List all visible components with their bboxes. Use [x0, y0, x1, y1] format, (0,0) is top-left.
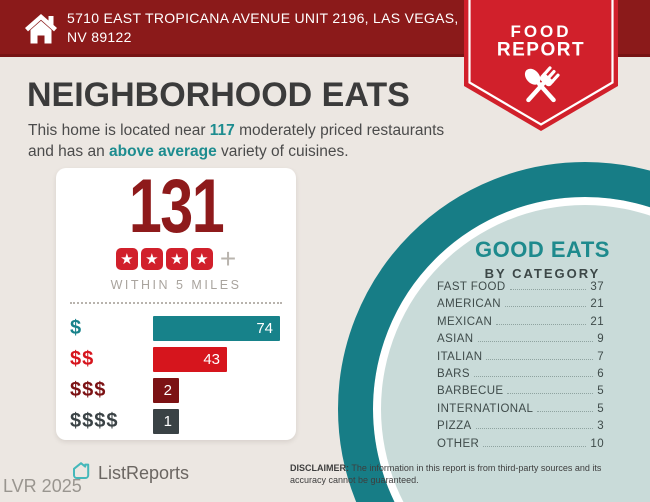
bar-value: 74 [256, 320, 273, 337]
category-value: 21 [590, 298, 604, 311]
category-row: ITALIAN 7 [437, 351, 604, 368]
variety-highlight: above average [109, 143, 217, 160]
price-bar-row: $$ 43 [70, 347, 296, 372]
badge-line2: REPORT [497, 40, 585, 61]
category-value: 5 [597, 402, 604, 415]
category-row: MEXICAN 21 [437, 316, 604, 333]
disclaimer-text: The information in this report is from t… [290, 463, 602, 485]
category-row: BARS 6 [437, 368, 604, 385]
dotted-leader [483, 445, 587, 447]
dotted-leader [477, 341, 594, 343]
dotted-leader [486, 358, 594, 360]
dotted-leader [475, 428, 594, 430]
category-value: 9 [597, 333, 604, 346]
dotted-leader [473, 375, 594, 377]
price-tier-label: $ [70, 317, 83, 339]
category-label: FAST FOOD [437, 281, 506, 293]
category-label: PIZZA [437, 420, 472, 433]
disclaimer-label: DISCLAIMER: [290, 463, 349, 473]
stats-card: 131 ★ ★ ★ ★ + WITHIN 5 MILES $ 74 $$ 43 … [56, 168, 296, 440]
price-bar: 1 [153, 409, 179, 434]
page-title: NEIGHBORHOOD EATS [27, 76, 410, 114]
food-report-badge: FOOD REPORT [464, 0, 618, 134]
star-icon: ★ [190, 248, 213, 270]
home-icon [24, 12, 58, 51]
price-bar-row: $$$$ 1 [70, 409, 296, 434]
category-label: ITALIAN [437, 350, 483, 363]
summary-part2: moderately priced restaurants and has an [28, 122, 445, 160]
category-label: ASIAN [437, 333, 474, 346]
summary-text: This home is located near 117 moderately… [28, 120, 473, 162]
category-list: FAST FOOD 37 AMERICAN 21 MEXICAN 21 ASIAN 9 … [437, 281, 604, 455]
dotted-leader [509, 289, 587, 290]
good-eats-title: GOOD EATS [475, 237, 610, 262]
category-value: 7 [597, 350, 604, 363]
category-value: 3 [597, 420, 604, 433]
price-tier-label: $$$$ [70, 410, 119, 432]
disclaimer: DISCLAIMER: The information in this repo… [290, 463, 635, 486]
price-bar: 74 [153, 316, 280, 341]
dotted-leader [537, 410, 594, 412]
price-bar: 43 [153, 347, 227, 372]
category-row: AMERICAN 21 [437, 298, 604, 315]
price-bar-row: $$$ 2 [70, 378, 296, 403]
listreports-logo: ListReports [70, 460, 189, 487]
star-icon: ★ [165, 248, 188, 270]
category-label: AMERICAN [437, 298, 501, 311]
category-row: ASIAN 9 [437, 333, 604, 350]
price-bar-chart: $ 74 $$ 43 $$$ 2 $$$$ 1 [70, 316, 296, 434]
category-label: MEXICAN [437, 315, 493, 328]
category-value: 10 [590, 437, 604, 450]
category-label: BARS [437, 367, 470, 380]
category-label: OTHER [437, 437, 480, 450]
property-address: 5710 EAST TROPICANA AVENUE UNIT 2196, LA… [67, 10, 459, 45]
bar-value: 2 [163, 382, 172, 399]
dotted-leader [496, 323, 587, 325]
listreports-logo-text: ListReports [98, 463, 190, 483]
category-label: BARBECUE [437, 385, 504, 398]
dotted-divider [70, 302, 282, 304]
star-icon: ★ [115, 248, 138, 270]
category-label: INTERNATIONAL [437, 402, 534, 415]
category-value: 21 [590, 315, 604, 328]
summary-part3: variety of cuisines. [216, 143, 349, 160]
plus-sign: + [219, 243, 237, 274]
price-tier-label: $$ [70, 348, 95, 370]
category-value: 5 [597, 385, 604, 398]
category-value: 6 [597, 367, 604, 380]
utensils-icon [524, 66, 560, 103]
listreports-logo-icon [70, 460, 92, 487]
category-row: INTERNATIONAL 5 [437, 403, 604, 420]
bar-value: 43 [203, 351, 220, 368]
good-eats-header: GOOD EATS BY CATEGORY [430, 237, 650, 281]
category-row: PIZZA 3 [437, 420, 604, 437]
watermark: LVR 2025 [3, 476, 82, 496]
price-bar: 2 [153, 378, 179, 403]
category-row: BARBECUE 5 [437, 385, 604, 402]
star-icon: ★ [140, 248, 163, 270]
summary-part1: This home is located near [28, 122, 210, 139]
badge-line1: FOOD [510, 22, 571, 41]
dotted-leader [507, 393, 594, 395]
restaurant-count: 131 [128, 164, 225, 249]
restaurant-count-highlight: 117 [209, 122, 235, 139]
category-value: 37 [590, 281, 604, 293]
good-eats-subtitle: BY CATEGORY [484, 266, 601, 281]
price-tier-label: $$$ [70, 379, 107, 401]
star-rating: ★ ★ ★ ★ + [56, 243, 296, 274]
dotted-leader [504, 306, 587, 308]
bar-value: 1 [163, 413, 172, 430]
category-row: FAST FOOD 37 [437, 281, 604, 298]
price-bar-row: $ 74 [70, 316, 296, 341]
radius-label: WITHIN 5 MILES [110, 278, 242, 292]
category-row: OTHER 10 [437, 438, 604, 455]
